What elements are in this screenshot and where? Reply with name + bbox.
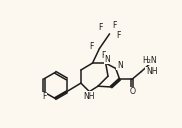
Text: F: F	[98, 23, 102, 32]
Text: F: F	[42, 92, 47, 102]
Text: F: F	[101, 51, 106, 60]
Text: NH: NH	[146, 67, 157, 76]
Text: N: N	[117, 61, 122, 70]
Text: N: N	[104, 55, 110, 64]
Text: F: F	[112, 21, 116, 30]
Text: H₂N: H₂N	[143, 56, 157, 65]
Text: O: O	[130, 87, 136, 96]
Text: F: F	[117, 31, 121, 40]
Text: F: F	[89, 42, 93, 51]
Text: NH: NH	[83, 92, 94, 101]
